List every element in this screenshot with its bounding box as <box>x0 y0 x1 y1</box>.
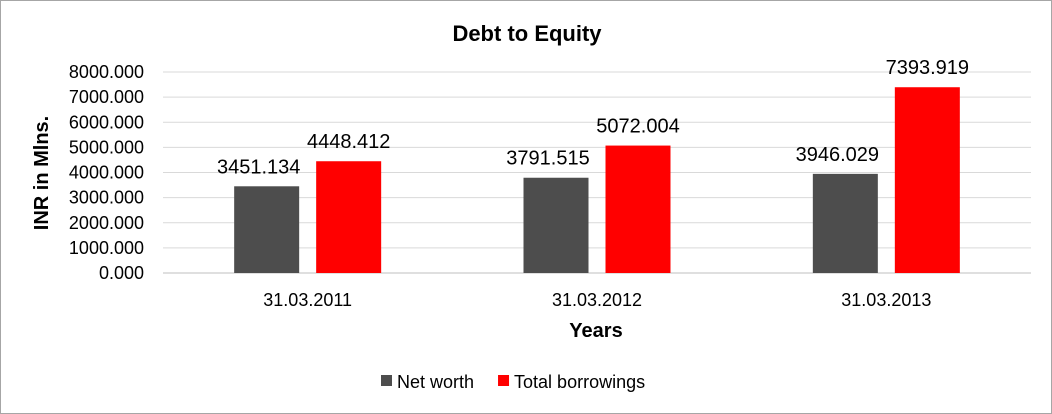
bar <box>523 177 589 273</box>
data-label: 4448.412 <box>307 131 390 153</box>
x-tick-label: 31.03.2013 <box>841 290 931 310</box>
y-axis-title: INR in Mlns. <box>31 116 53 230</box>
data-label: 7393.919 <box>886 57 969 79</box>
y-tick-label: 3000.000 <box>69 188 144 208</box>
legend-label: Total borrowings <box>514 372 645 392</box>
y-tick-label: 7000.000 <box>69 87 144 107</box>
x-tick-label: 31.03.2012 <box>552 290 642 310</box>
y-tick-label: 8000.000 <box>69 62 144 82</box>
x-axis-ticks: 31.03.2011 31.03.2012 31.03.2013 <box>263 290 931 310</box>
bar <box>605 145 671 273</box>
bars <box>234 87 960 273</box>
bar <box>234 186 300 273</box>
y-tick-label: 6000.000 <box>69 112 144 132</box>
legend-swatch <box>498 375 510 386</box>
y-tick-label: 0.000 <box>99 263 144 283</box>
data-label: 3451.134 <box>217 156 300 178</box>
x-tick-label: 31.03.2011 <box>263 290 352 310</box>
y-tick-label: 2000.000 <box>69 213 144 233</box>
bar <box>316 161 382 273</box>
legend: Net worth Total borrowings <box>381 372 645 392</box>
gridlines <box>163 71 1031 249</box>
data-labels: 3451.134 4448.412 3791.515 5072.004 3946.029… <box>217 57 969 178</box>
y-tick-label: 4000.000 <box>69 163 144 183</box>
y-tick-label: 5000.000 <box>69 137 144 157</box>
x-axis-title: Years <box>569 320 622 342</box>
y-axis-ticks: 0.000 1000.000 2000.000 3000.000 4000.000 500… <box>69 62 144 283</box>
bar <box>894 87 960 273</box>
y-tick-label: 1000.000 <box>69 238 144 258</box>
legend-label: Net worth <box>397 372 474 392</box>
data-label: 5072.004 <box>596 116 679 138</box>
legend-swatch <box>381 375 392 386</box>
chart-title: Debt to Equity <box>452 21 602 46</box>
data-label: 3946.029 <box>796 144 879 166</box>
data-label: 3791.515 <box>506 148 589 170</box>
bar <box>812 173 878 273</box>
